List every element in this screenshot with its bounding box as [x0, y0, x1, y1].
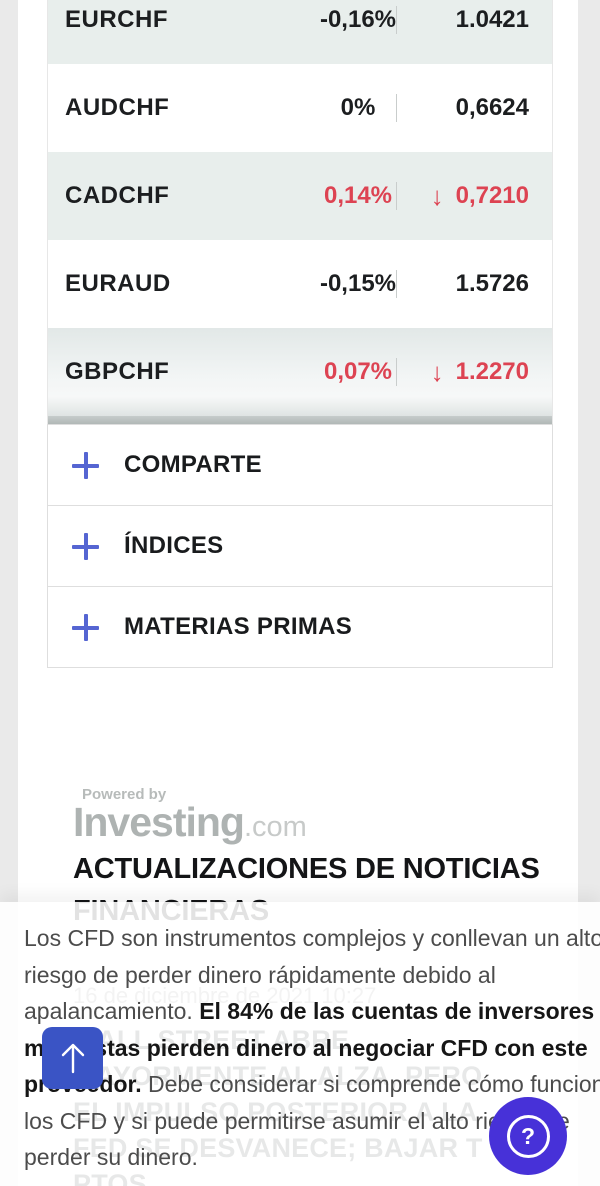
quote-row-eurchf[interactable]: EURCHF -0,16% 1.0421: [48, 0, 552, 64]
disclaimer-line: riesgo de perder dinero rápidamente debi…: [24, 961, 496, 988]
disclaimer-line: Los CFD son instrumentos complejos y con…: [24, 925, 600, 951]
change-percent: 0,07%: [323, 358, 393, 385]
column-divider: [396, 6, 397, 34]
symbol-label: CADCHF: [65, 182, 170, 209]
category-accordion: COMPARTE ÍNDICES MATERIAS PRIMAS: [47, 424, 553, 668]
down-arrow-icon: ↓: [430, 357, 444, 387]
quotes-table: EURCHF -0,16% 1.0421 AUDCHF 0% 0,6624 CA…: [47, 0, 553, 427]
symbol-label: EURCHF: [65, 6, 168, 33]
quote-value: 0,6624: [455, 94, 529, 121]
risk-disclaimer-overlay: Los CFD son instrumentos complejos y con…: [0, 902, 600, 1186]
quote-row-euraud[interactable]: EURAUD -0,15% 1.5726: [48, 240, 552, 328]
quote-value: 1.0421: [455, 6, 529, 33]
accordion-label: MATERIAS PRIMAS: [124, 613, 353, 640]
disclaimer-line: perder su dinero.: [24, 1144, 198, 1170]
accordion-item-comparte[interactable]: COMPARTE: [47, 424, 553, 506]
symbol-label: GBPCHF: [65, 358, 170, 385]
symbol-label: AUDCHF: [65, 94, 170, 121]
brand-tld: .com: [243, 811, 307, 843]
quote-row-gbpchf[interactable]: GBPCHF 0,07% ↓ 1.2270: [48, 328, 552, 416]
change-percent: -0,15%: [319, 270, 397, 297]
quote-value: 1.5726: [455, 270, 529, 297]
column-divider: [396, 270, 397, 298]
disclaimer-line: los CFD y si puede permitirse asumir el …: [24, 1107, 570, 1134]
risk-disclaimer-text: Los CFD son instrumentos complejos y con…: [24, 920, 600, 1176]
change-percent: 0%: [340, 94, 376, 121]
disclaimer-line: minoristas pierden dinero al negociar CF…: [24, 1034, 588, 1061]
accordion-item-indices[interactable]: ÍNDICES: [47, 505, 553, 587]
investing-logo[interactable]: Powered by Investing.com: [73, 786, 307, 846]
question-mark-icon: ?: [506, 1114, 550, 1158]
disclaimer-line: apalancamiento. El 84% de las cuentas de…: [24, 998, 595, 1024]
accordion-item-materias-primas[interactable]: MATERIAS PRIMAS: [47, 586, 553, 668]
up-arrow-icon: [58, 1041, 88, 1075]
change-percent: 0,14%: [323, 182, 393, 209]
quote-row-audchf[interactable]: AUDCHF 0% 0,6624: [48, 64, 552, 152]
change-percent: -0,16%: [319, 6, 397, 33]
powered-by-label: Powered by: [82, 786, 167, 803]
disclaimer-line: proveedor. Debe considerar si comprende …: [24, 1071, 600, 1097]
column-divider: [396, 182, 397, 210]
plus-icon: [72, 613, 99, 641]
quote-value: 1.2270: [455, 358, 529, 385]
accordion-label: ÍNDICES: [124, 532, 224, 559]
symbol-label: EURAUD: [65, 270, 171, 297]
plus-icon: [72, 532, 99, 560]
scroll-to-top-button[interactable]: [42, 1027, 103, 1089]
plus-icon: [72, 451, 99, 479]
accordion-label: COMPARTE: [124, 451, 262, 478]
brand-name: Investing: [73, 799, 245, 845]
quote-row-cadchf[interactable]: CADCHF 0,14% ↓ 0,7210: [48, 152, 552, 240]
down-arrow-icon: ↓: [430, 181, 444, 211]
table-bottom-shadow: [48, 416, 552, 427]
help-button[interactable]: ?: [489, 1097, 567, 1175]
column-divider: [396, 358, 397, 386]
quote-value: 0,7210: [455, 182, 529, 209]
column-divider: [396, 94, 397, 122]
